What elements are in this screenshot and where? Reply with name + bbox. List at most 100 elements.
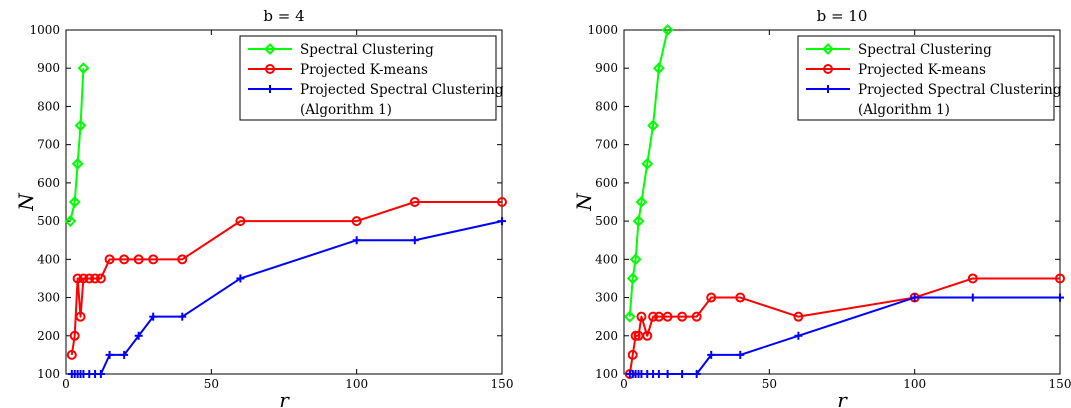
series-line xyxy=(70,201,502,356)
series-spectral-clustering xyxy=(64,62,90,228)
data-point xyxy=(105,350,114,359)
data-point xyxy=(706,292,717,303)
y-tick-label: 900 xyxy=(595,61,618,75)
legend: Spectral Clustering Projected K-means Proj… xyxy=(239,35,504,121)
data-point xyxy=(678,370,687,378)
data-point xyxy=(134,331,143,340)
data-point xyxy=(910,293,919,302)
data-point xyxy=(661,24,674,36)
series-spectral-clustering xyxy=(623,24,674,323)
data-point xyxy=(90,273,101,284)
legend-label: Projected K-means xyxy=(858,62,986,78)
series-projected-spectral-clustering xyxy=(625,293,1064,378)
data-point xyxy=(148,254,159,265)
data-point xyxy=(351,216,362,227)
data-point xyxy=(641,157,654,170)
chart-title: b = 4 xyxy=(263,7,304,25)
data-point xyxy=(133,254,144,265)
y-tick-label: 1000 xyxy=(587,23,618,37)
y-tick-label: 500 xyxy=(595,214,618,228)
data-point xyxy=(794,331,803,340)
data-point xyxy=(68,196,81,208)
y-axis-label: N xyxy=(572,192,596,212)
series-line xyxy=(628,277,1060,375)
y-tick-label: 200 xyxy=(595,329,618,343)
y-tick-label: 700 xyxy=(37,138,60,152)
data-point xyxy=(793,311,804,322)
x-axis-label: r xyxy=(837,388,848,408)
data-point xyxy=(642,330,653,341)
data-point xyxy=(72,273,83,284)
data-point xyxy=(409,197,420,207)
data-point xyxy=(1055,273,1065,284)
data-point xyxy=(96,370,105,378)
data-point xyxy=(84,273,95,284)
data-point xyxy=(177,254,188,265)
series-line xyxy=(69,68,85,222)
y-axis-label: N xyxy=(14,192,38,212)
x-tick-label: 0 xyxy=(62,377,70,391)
data-point xyxy=(648,311,659,322)
series-line xyxy=(628,29,669,317)
legend: Spectral Clustering Projected K-means Proj… xyxy=(797,35,1062,121)
data-point xyxy=(692,370,701,378)
data-point xyxy=(626,272,639,285)
data-point xyxy=(707,350,716,359)
data-point xyxy=(410,236,419,245)
series-projected-k-means xyxy=(66,197,507,360)
legend-label: Spectral Clustering xyxy=(300,42,434,58)
data-point xyxy=(736,350,745,359)
data-point xyxy=(104,254,115,265)
data-point xyxy=(735,292,746,303)
data-point xyxy=(77,62,90,75)
y-tick-label: 100 xyxy=(37,367,60,381)
x-tick-label: 150 xyxy=(491,377,514,391)
x-tick-label: 100 xyxy=(345,377,368,391)
y-tick-label: 700 xyxy=(595,138,618,152)
y-tick-label: 200 xyxy=(37,329,60,343)
x-tick-label: 100 xyxy=(903,377,926,391)
data-point xyxy=(75,311,86,322)
data-point xyxy=(498,217,506,226)
data-point xyxy=(635,196,648,208)
x-tick-label: 50 xyxy=(204,377,219,391)
data-point xyxy=(677,311,688,322)
x-tick-label: 50 xyxy=(762,377,777,391)
data-point xyxy=(78,273,89,284)
chart-title: b = 10 xyxy=(817,7,868,25)
x-tick-label: 0 xyxy=(620,377,628,391)
data-point xyxy=(632,215,645,228)
y-tick-label: 800 xyxy=(37,99,60,113)
legend-label: Spectral Clustering xyxy=(858,42,992,58)
legend-label: Projected K-means xyxy=(300,62,428,78)
y-tick-label: 300 xyxy=(595,291,618,305)
data-point xyxy=(71,157,84,170)
series-projected-spectral-clustering xyxy=(67,217,506,378)
legend-swatch-marker xyxy=(266,85,274,93)
y-tick-label: 500 xyxy=(37,214,60,228)
legend-swatch-marker xyxy=(824,85,832,93)
data-point xyxy=(663,370,672,378)
data-point xyxy=(352,236,361,245)
y-tick-label: 900 xyxy=(37,61,60,75)
data-point xyxy=(967,273,978,284)
data-point xyxy=(636,311,647,322)
data-point xyxy=(627,349,638,360)
chart-b4: b = 4 0 50 100 150 100 200 300 400 500 600 700 800 90… xyxy=(14,7,513,408)
y-tick-label: 800 xyxy=(595,99,618,113)
data-point xyxy=(654,370,663,378)
data-point xyxy=(64,215,77,228)
legend-swatch-marker xyxy=(822,43,834,55)
chart-b10: b = 10 0 50 100 150 100 200 300 400 500 600 700 800 9… xyxy=(572,7,1071,408)
data-point xyxy=(235,216,246,227)
legend-swatch-marker xyxy=(823,64,833,74)
data-point xyxy=(968,293,977,302)
legend-swatch-marker xyxy=(264,43,276,55)
data-point xyxy=(95,273,106,284)
data-point xyxy=(623,310,636,323)
legend-label: Projected Spectral Clustering xyxy=(300,82,504,98)
y-tick-label: 100 xyxy=(595,367,618,381)
data-point xyxy=(119,254,130,265)
x-axis-label: r xyxy=(279,388,290,408)
legend-label-line2: (Algorithm 1) xyxy=(300,102,392,118)
